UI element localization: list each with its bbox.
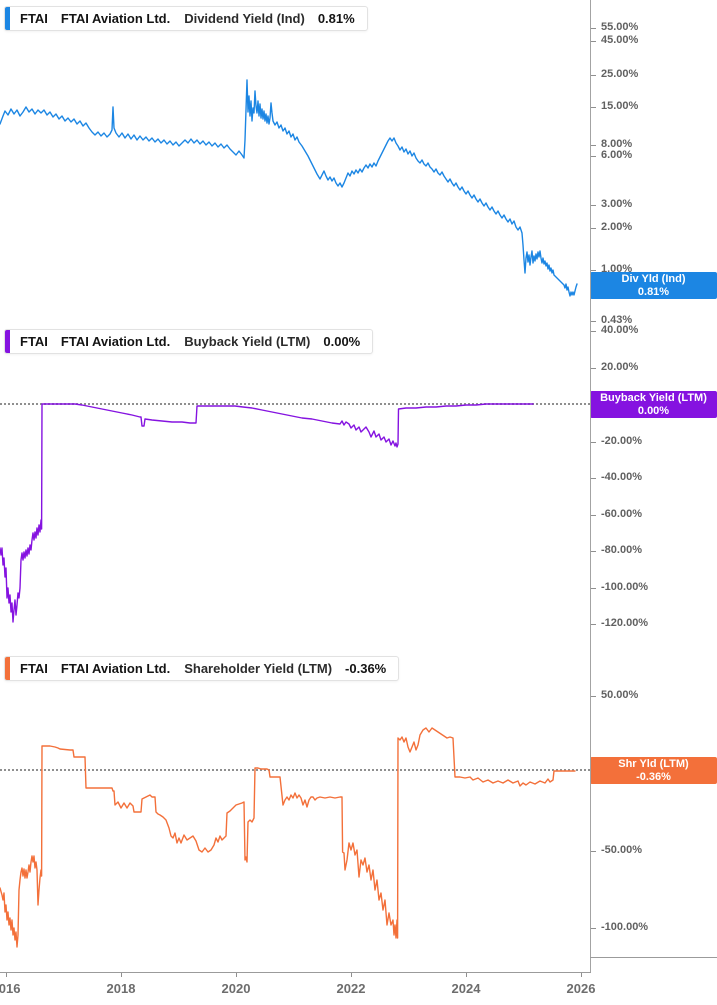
badge-metric-value: -0.36% (636, 771, 671, 783)
y-axis-tick (591, 851, 596, 852)
y-axis-tick (591, 551, 596, 552)
x-axis-line (0, 972, 591, 973)
axis-badge-shr-yld: Shr Yld (LTM) -0.36% (590, 757, 717, 784)
ticker-label: FTAI (20, 661, 48, 676)
y-axis-tick (591, 270, 596, 271)
y-axis-label: 20.00% (601, 361, 639, 373)
y-axis-label: -40.00% (601, 471, 642, 483)
panel-buyback-yield: FTAI FTAI Aviation Ltd. Buyback Yield (L… (0, 323, 590, 651)
y-axis-tick (591, 75, 596, 76)
metric-value: 0.81% (317, 11, 355, 26)
y-axis-tick (591, 588, 596, 589)
y-axis-tick (591, 478, 596, 479)
y-axis-label: 3.00% (601, 198, 633, 210)
badge-metric-value: 0.81% (637, 286, 670, 298)
y-axis-label: 15.00% (601, 100, 639, 112)
x-axis-label: 2026 (566, 981, 596, 996)
y-axis-tick (591, 442, 596, 443)
y-axis-label: 40.00% (601, 324, 639, 336)
metric-value: 0.00% (323, 334, 361, 349)
axis-badge-buyback-yield: Buyback Yield (LTM) 0.00% (590, 391, 717, 418)
badge-metric-name: Buyback Yield (LTM) (600, 392, 707, 404)
y-axis-label: 0.43% (601, 314, 633, 326)
panel-shareholder-yield: FTAI FTAI Aviation Ltd. Shareholder Yiel… (0, 650, 590, 972)
y-axis-label: 45.00% (601, 34, 639, 46)
y-axis-label: -100.00% (601, 921, 649, 933)
y-axis-label: 6.00% (601, 149, 633, 161)
x-axis-tick (351, 972, 352, 977)
zero-line (0, 403, 590, 405)
y-axis-tick (591, 228, 596, 229)
x-axis-label: 2022 (336, 981, 366, 996)
axis-badge-div-yld: Div Yld (Ind) 0.81% (590, 272, 717, 299)
series-color-swatch (5, 7, 10, 30)
x-axis-label: 2016 (0, 981, 21, 996)
y-axis-label: -50.00% (601, 844, 642, 856)
x-axis-tick (236, 972, 237, 977)
y-axis-tick (591, 331, 596, 332)
metric-label: Shareholder Yield (LTM) (184, 661, 333, 676)
x-axis-tick (6, 972, 7, 977)
legend-chip-buyback-yield[interactable]: FTAI FTAI Aviation Ltd. Buyback Yield (L… (4, 329, 374, 354)
y-axis-tick (591, 515, 596, 516)
y-axis-label: 25.00% (601, 68, 639, 80)
dividend-yield-line (0, 79, 578, 297)
metric-value: -0.36% (345, 661, 387, 676)
y-axis-tick (591, 404, 596, 405)
ticker-label: FTAI (20, 334, 48, 349)
zero-line (0, 769, 590, 771)
y-axis-label: 55.00% (601, 21, 639, 33)
y-axis-label: 50.00% (601, 689, 639, 701)
y-axis-label: -120.00% (601, 617, 649, 629)
y-axis-label: 0.00% (601, 397, 633, 409)
legend-chip-dividend-yield[interactable]: FTAI FTAI Aviation Ltd. Dividend Yield (… (4, 6, 368, 31)
company-name-label: FTAI Aviation Ltd. (60, 334, 171, 349)
y-axis-tick (591, 696, 596, 697)
y-axis-tick (591, 145, 596, 146)
x-axis-tick (581, 972, 582, 977)
y-axis-tick (591, 928, 596, 929)
y-axis-label: 8.00% (601, 138, 633, 150)
y-axis-tick (591, 624, 596, 625)
y-axis-line (590, 0, 591, 972)
y-axis-label: -100.00% (601, 581, 649, 593)
y-axis-tick (591, 368, 596, 369)
x-axis-label: 2024 (451, 981, 481, 996)
y-axis-label: 2.00% (601, 221, 633, 233)
badge-metric-value: 0.00% (637, 405, 670, 417)
y-axis-label: -80.00% (601, 544, 642, 556)
y-axis-label: -60.00% (601, 508, 642, 520)
x-axis-label: 2020 (221, 981, 251, 996)
series-color-swatch (5, 657, 10, 680)
badge-metric-name: Shr Yld (LTM) (618, 758, 689, 770)
metric-label: Buyback Yield (LTM) (184, 334, 311, 349)
ticker-label: FTAI (20, 11, 48, 26)
legend-chip-shareholder-yield[interactable]: FTAI FTAI Aviation Ltd. Shareholder Yiel… (4, 656, 400, 681)
y-axis-tick (591, 107, 596, 108)
series-color-swatch (5, 330, 10, 353)
company-name-label: FTAI Aviation Ltd. (60, 11, 171, 26)
x-axis-tick (121, 972, 122, 977)
y-axis-label: 1.00% (601, 263, 633, 275)
x-axis-label: 2018 (106, 981, 136, 996)
y-axis-label: -20.00% (601, 435, 642, 447)
metric-label: Dividend Yield (Ind) (184, 11, 305, 26)
y-axis-label: 0.00% (601, 763, 633, 775)
x-axis-tick (466, 972, 467, 977)
axis-column-bottom-border (590, 957, 717, 958)
panel-dividend-yield: FTAI FTAI Aviation Ltd. Dividend Yield (… (0, 0, 590, 324)
y-axis-tick (591, 321, 596, 322)
y-axis-tick (591, 156, 596, 157)
badge-metric-name: Div Yld (Ind) (621, 273, 686, 285)
y-axis-tick (591, 28, 596, 29)
y-axis-tick (591, 205, 596, 206)
y-axis-tick (591, 41, 596, 42)
company-name-label: FTAI Aviation Ltd. (60, 661, 171, 676)
shareholder-yield-line (0, 727, 576, 948)
buyback-yield-line (0, 403, 534, 623)
y-axis-tick (591, 770, 596, 771)
